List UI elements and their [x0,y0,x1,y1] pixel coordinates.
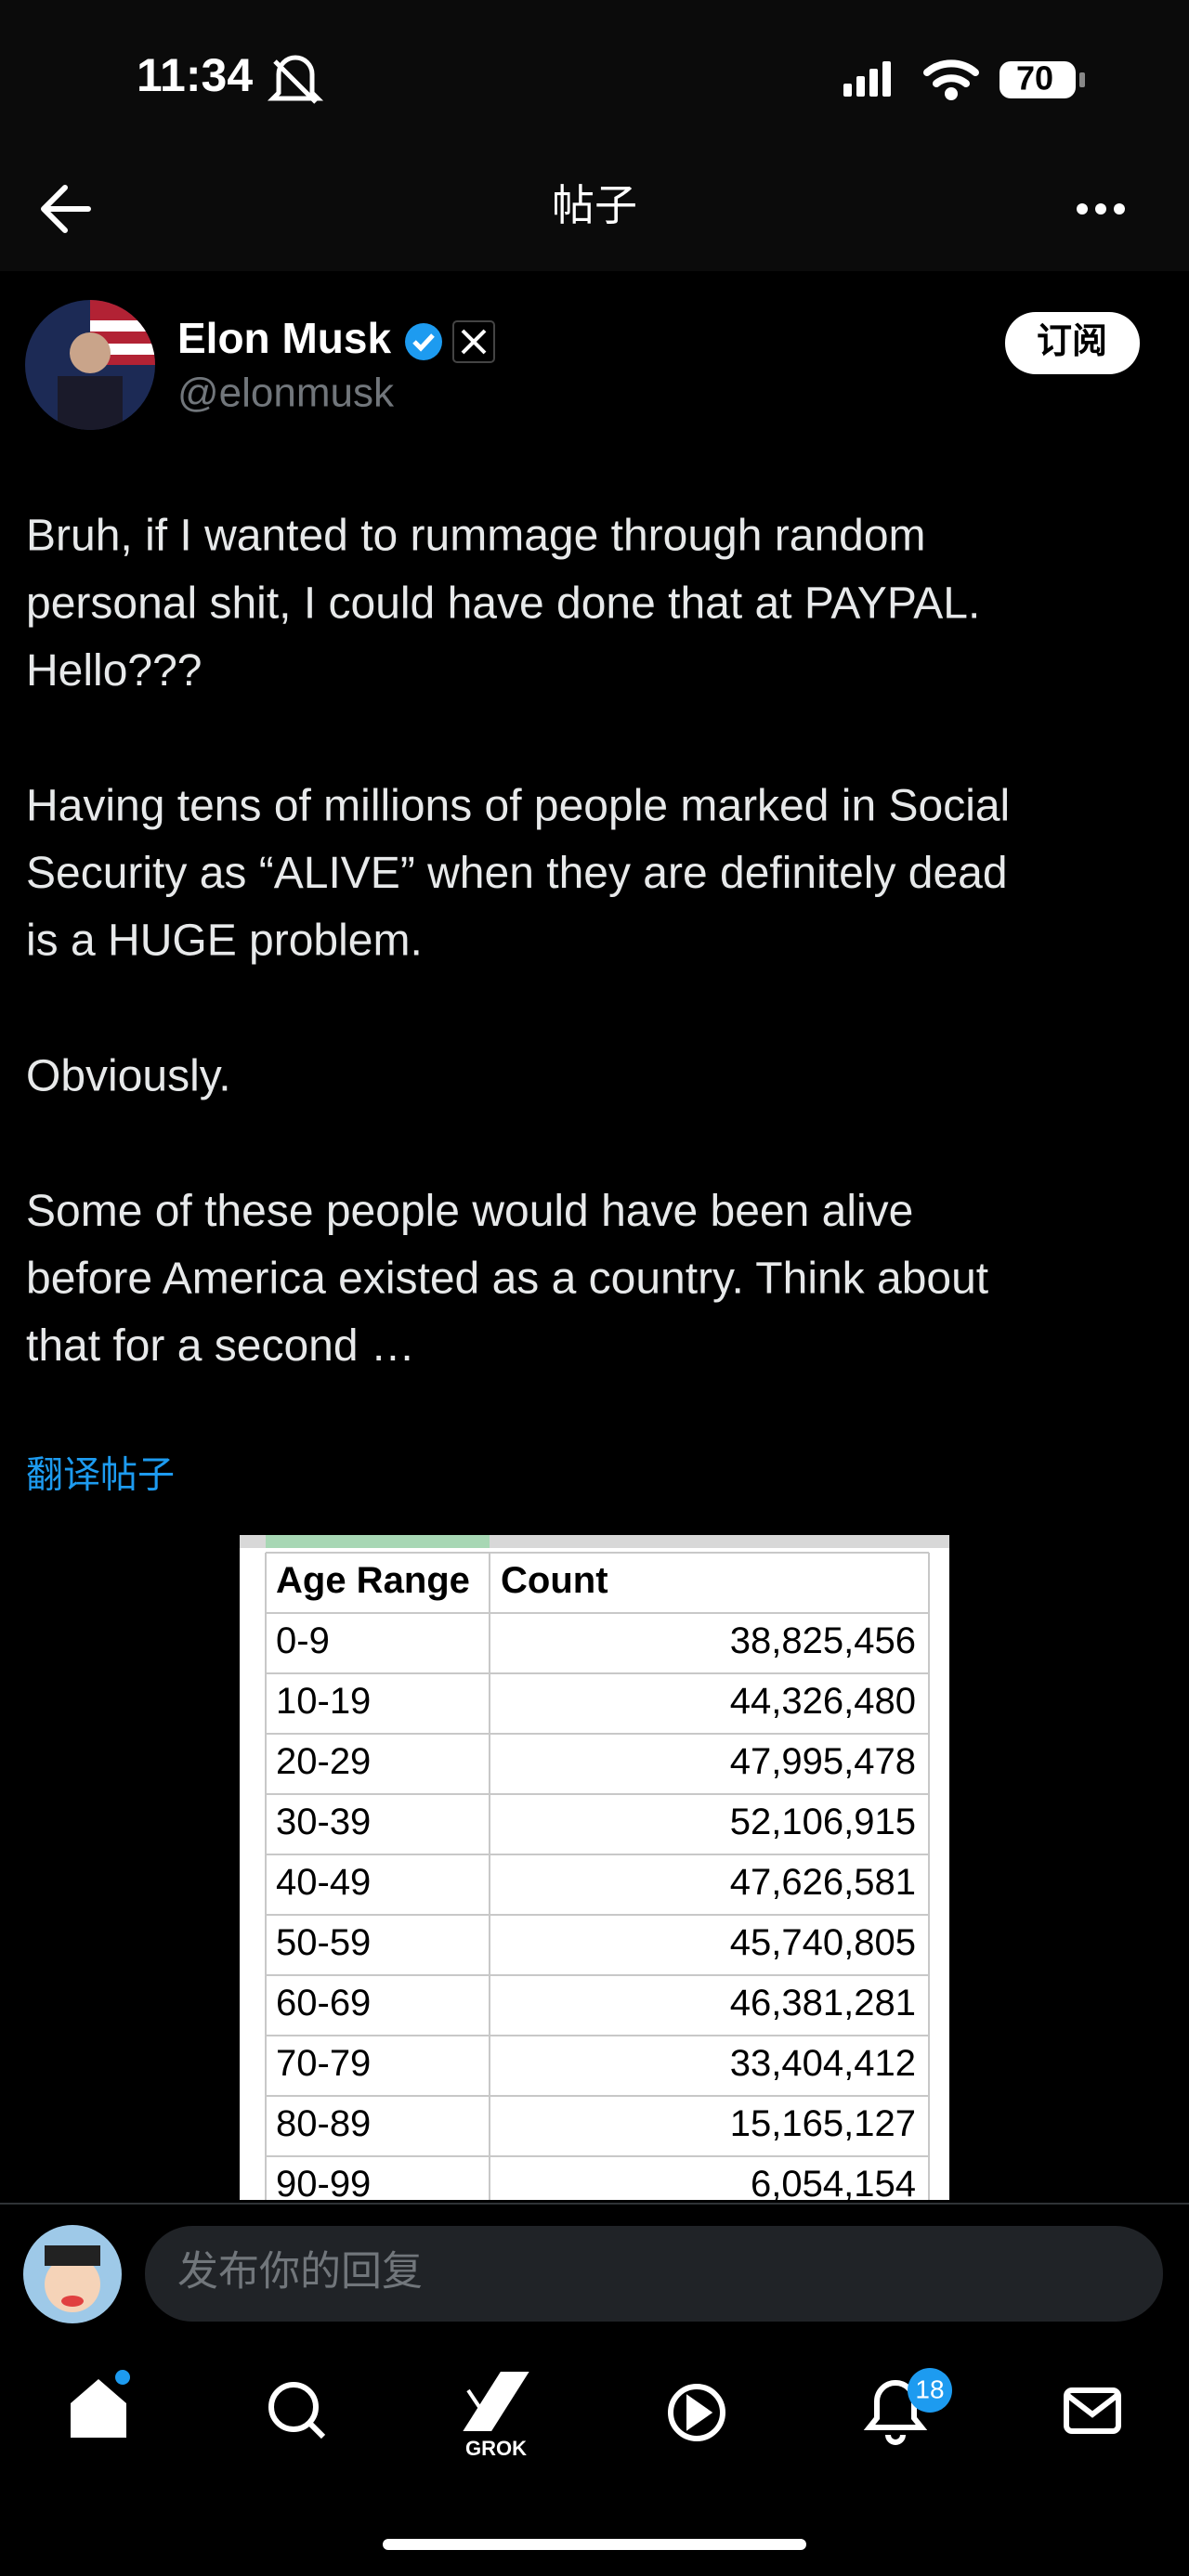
mute-icon [267,55,324,104]
post-text-line: personal shit, I could have done that at… [26,579,980,628]
reply-input[interactable] [145,2226,1163,2322]
table-cell: 47,995,478 [730,1741,916,1782]
table-header: Count [501,1560,608,1601]
table-cell: 52,106,915 [730,1802,916,1842]
reply-placeholder[interactable]: 发布你的回复 [177,2249,423,2295]
post-text-line: Security as “ALIVE” when they are defini… [26,849,1008,898]
grok-tab[interactable] [463,2372,529,2431]
home-indicator [383,2539,806,2550]
table-cell: 15,165,127 [730,2103,916,2144]
wifi-icon [923,59,979,100]
table-image[interactable]: Age Range Count 0-9 38,825,456 10-19 44,326,4… [240,1535,949,2217]
subscribe-button[interactable] [1005,312,1140,374]
author-avatar[interactable] [25,300,155,432]
notification-badge [908,2368,952,2413]
author-handle[interactable]: @elonmusk [177,371,395,416]
table-cell: 33,404,412 [730,2043,916,2084]
table-cell: 6,054,154 [751,2164,916,2205]
search-tab[interactable] [268,2382,326,2439]
top-bar-bg [0,0,1189,271]
battery [1000,61,1076,98]
status-time: 11:34 [137,49,253,101]
verified-badge [405,323,442,360]
back-button[interactable] [41,185,91,233]
post-text-line: Obviously. [26,1051,231,1100]
subscribe-label[interactable]: 订阅 [1037,322,1107,361]
table-cell: 50-59 [276,1922,371,1963]
table-cell: 90-99 [276,2164,371,2205]
battery-level: 70 [1016,59,1053,98]
table-cell: 20-29 [276,1741,371,1782]
signal-icon [843,61,891,97]
table-cell: 40-49 [276,1862,371,1903]
table-cell: 80-89 [276,2103,371,2144]
post-body: Bruh, if I wanted to rummage through ran… [26,512,1010,1371]
table-cell: 47,626,581 [730,1862,916,1903]
post-text-line: Some of these people would have been ali… [26,1187,913,1236]
messages-tab[interactable] [1064,2387,1121,2434]
post-text-line: Having tens of millions of people marked… [26,781,1010,830]
notification-count: 18 [915,2374,944,2403]
more-button[interactable] [1077,203,1125,215]
table-cell: 0-9 [276,1620,330,1661]
grok-label[interactable]: GROK [465,2437,527,2460]
post-text-line: Bruh, if I wanted to rummage through ran… [26,512,926,561]
table-cell: 70-79 [276,2043,371,2084]
author-name[interactable]: Elon Musk [177,314,391,362]
x-affiliation-badge [452,320,495,363]
table-cell: 10-19 [276,1681,371,1722]
post-text-line: before America existed as a country. Thi… [26,1254,988,1303]
battery-tip [1079,72,1085,87]
translate-link[interactable]: 翻译帖子 [26,1455,175,1496]
table-cell: 38,825,456 [730,1620,916,1661]
table-cell: 46,381,281 [730,1983,916,2023]
post-text-line: is a HUGE problem. [26,917,423,966]
post-text-line: Hello??? [26,646,202,696]
table-cell: 44,326,480 [730,1681,916,1722]
header-title: 帖子 [552,181,637,229]
video-tab[interactable] [668,2384,725,2441]
home-tab[interactable] [71,2370,130,2438]
table-cell: 30-39 [276,1802,371,1842]
table-cell: 45,740,805 [730,1922,916,1963]
post-text-line: that for a second … [26,1321,415,1371]
table-cell: 60-69 [276,1983,371,2023]
table-header: Age Range [276,1560,470,1601]
user-avatar[interactable] [23,2225,122,2323]
